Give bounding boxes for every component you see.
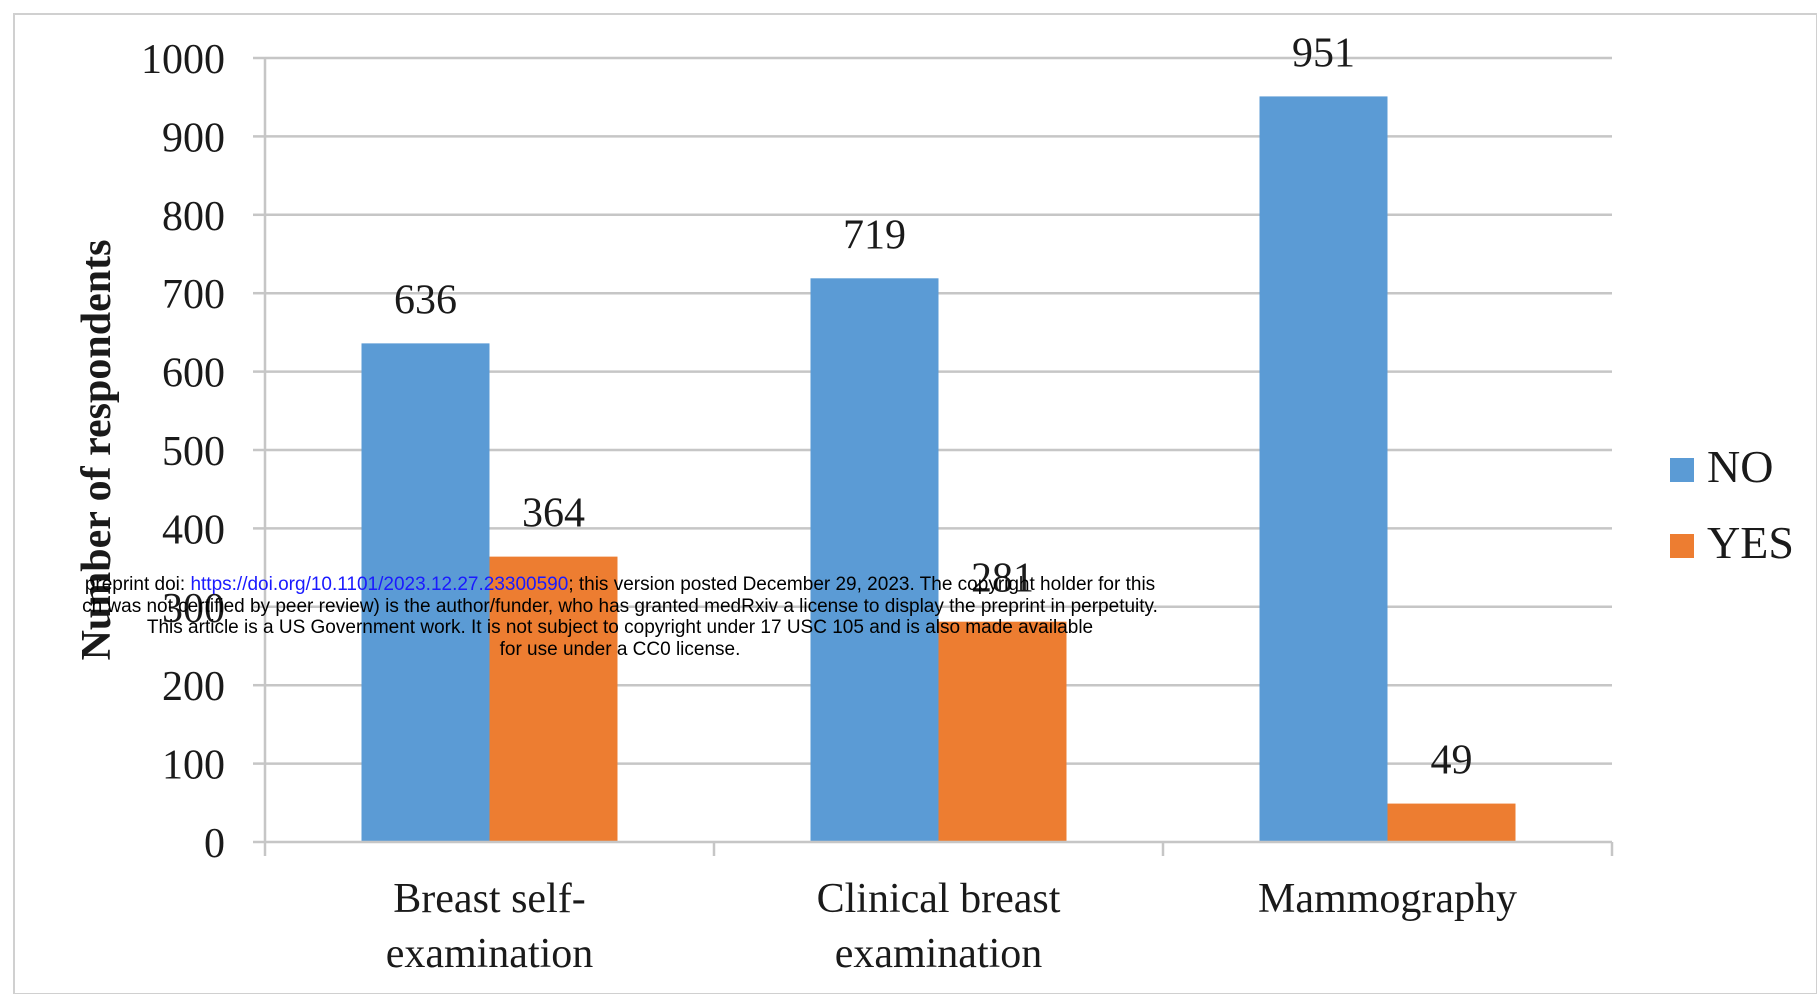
legend: NO YES bbox=[1670, 441, 1794, 568]
doi-link[interactable]: https://doi.org/10.1101/2023.12.27.23300… bbox=[190, 574, 569, 595]
y-tick-label: 900 bbox=[162, 115, 225, 161]
y-tick-label: 500 bbox=[162, 429, 225, 475]
legend-label-no: NO bbox=[1707, 441, 1773, 492]
watermark-line-3: This article is a US Government work. It… bbox=[146, 617, 1094, 638]
watermark-prefix: preprint doi: bbox=[84, 574, 191, 595]
data-labels: 636 364 719 281 951 49 bbox=[394, 30, 1473, 783]
y-tick-label: 600 bbox=[162, 351, 225, 397]
y-tick-label: 700 bbox=[162, 272, 225, 318]
data-label-no: 636 bbox=[394, 277, 457, 323]
legend-swatch-yes bbox=[1670, 534, 1694, 558]
y-tick-label: 1000 bbox=[141, 37, 225, 83]
y-tick-label: 100 bbox=[162, 743, 225, 789]
watermark-line-2: ch was not certified by peer review) is … bbox=[82, 595, 1158, 617]
y-tick-label: 200 bbox=[162, 664, 225, 710]
y-tick-label: 0 bbox=[204, 821, 225, 867]
bars-layer bbox=[361, 96, 1516, 843]
y-tick-label: 800 bbox=[162, 194, 225, 240]
data-label-yes: 49 bbox=[1431, 738, 1473, 784]
y-tick-labels: 0 100 200 300 400 500 600 700 800 900 1000 bbox=[141, 37, 225, 867]
bar-yes bbox=[1387, 803, 1516, 842]
legend-label-yes: YES bbox=[1707, 517, 1794, 568]
bar-yes bbox=[938, 621, 1067, 842]
bar-no bbox=[1259, 96, 1388, 842]
chart-frame bbox=[13, 13, 1817, 994]
y-tick-label: 300 bbox=[162, 586, 225, 632]
category-labels: Breast self-examination Clinical breast ex… bbox=[386, 876, 1517, 977]
watermark-suffix: ; this version posted December 29, 2023.… bbox=[568, 574, 1156, 595]
x-tick-label: Breast self- bbox=[393, 876, 585, 922]
x-tick-label: Clinical breast bbox=[817, 876, 1061, 922]
data-label-no: 951 bbox=[1292, 30, 1355, 76]
data-label-yes: 364 bbox=[522, 491, 585, 537]
y-tick-label: 400 bbox=[162, 507, 225, 553]
axes-layer bbox=[263, 58, 1614, 856]
x-tick-label: Mammography bbox=[1258, 876, 1517, 922]
x-tick-label: examination bbox=[835, 931, 1043, 977]
watermark-line-4: for use under a CC0 license. bbox=[499, 638, 741, 660]
bar-no bbox=[361, 343, 490, 842]
y-axis-title: Number of respondents bbox=[74, 240, 120, 661]
data-label-yes: 281 bbox=[971, 556, 1034, 602]
watermark-line-1: preprint doi: https://doi.org/10.1101/20… bbox=[0, 574, 1240, 596]
bar-yes bbox=[489, 556, 618, 842]
x-tick-label: examination bbox=[386, 931, 594, 977]
preprint-watermark: preprint doi: https://doi.org/10.1101/20… bbox=[0, 574, 1240, 660]
bar-no bbox=[810, 278, 939, 843]
data-label-no: 719 bbox=[843, 212, 906, 258]
legend-swatch-no bbox=[1670, 458, 1694, 482]
